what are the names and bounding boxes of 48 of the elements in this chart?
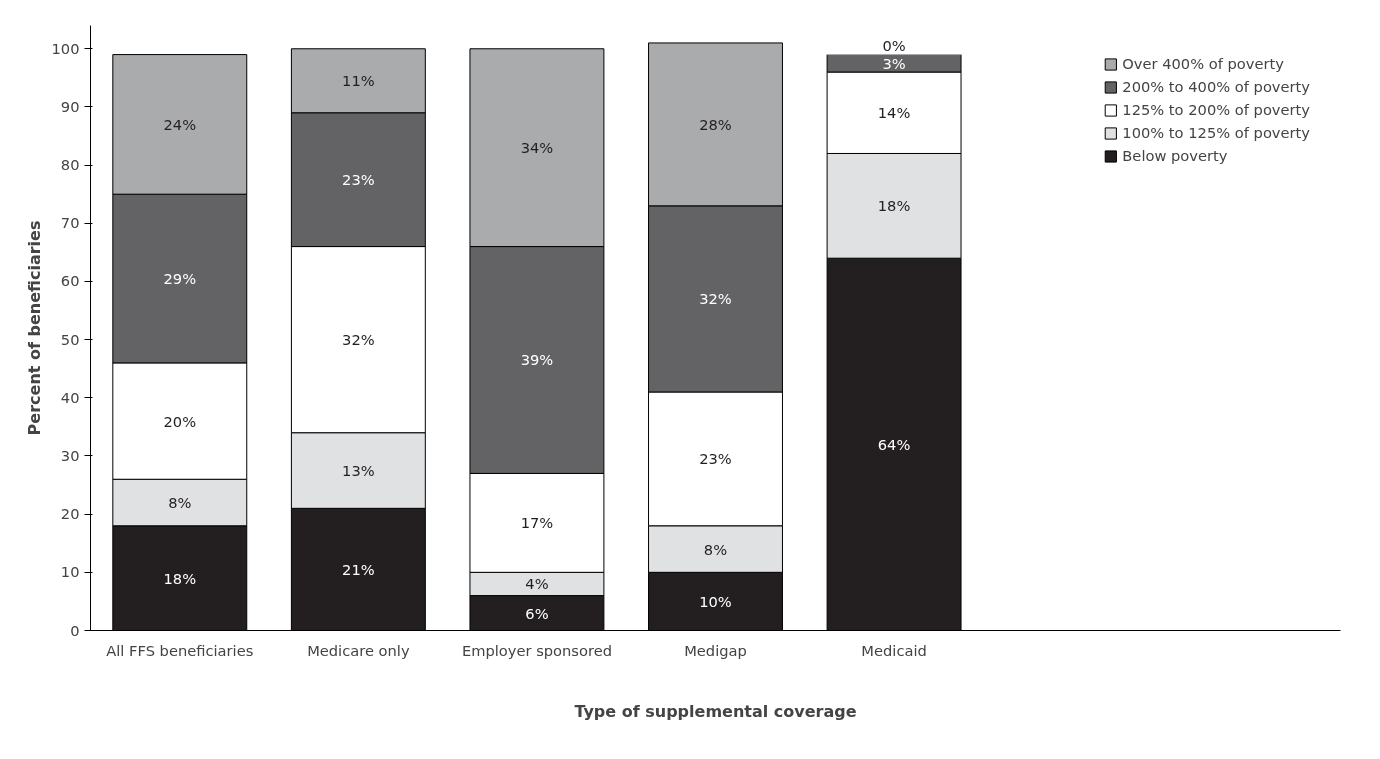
x-tick-label: Medicare only: [307, 641, 410, 659]
y-tick-label: 90: [60, 97, 80, 115]
data-label: 18%: [877, 197, 911, 215]
data-label: 34%: [520, 139, 554, 157]
data-label: 11%: [342, 72, 375, 90]
y-axis-title: Percent of beneficiaries: [24, 220, 44, 436]
data-label: 4%: [525, 575, 549, 593]
y-tick-label: 20: [60, 505, 80, 523]
data-label: 28%: [699, 115, 732, 133]
data-label: 3%: [882, 54, 906, 72]
data-label: 24%: [163, 115, 197, 133]
data-label: 0%: [882, 36, 906, 54]
y-tick-label: 80: [60, 156, 80, 174]
data-label: 39%: [520, 351, 554, 369]
data-label: 8%: [703, 540, 728, 558]
y-tick-label: 100: [51, 39, 80, 57]
y-tick-label: 60: [60, 272, 80, 290]
legend-label: Over 400% of poverty: [1122, 55, 1284, 72]
x-axis-title: Type of supplemental coverage: [574, 701, 857, 721]
data-label: 8%: [168, 494, 192, 512]
data-label: 14%: [877, 104, 911, 122]
data-label: 13%: [342, 462, 375, 480]
data-label: 20%: [163, 412, 197, 430]
y-tick-label: 40: [60, 388, 80, 406]
data-label: 18%: [163, 569, 197, 587]
x-tick-label: Medigap: [684, 641, 747, 659]
data-label: 32%: [699, 290, 732, 308]
data-label: 23%: [342, 171, 375, 189]
y-tick-label: 50: [60, 330, 80, 348]
y-tick-label: 0: [70, 621, 80, 639]
data-label: 6%: [525, 604, 549, 622]
legend-label: 200% to 400% of poverty: [1122, 78, 1310, 95]
x-tick-label: Employer sponsored: [461, 641, 612, 659]
data-label: 32%: [342, 331, 375, 349]
data-label: 10%: [699, 592, 732, 610]
data-label: 29%: [163, 270, 197, 288]
y-tick-label: 30: [60, 446, 80, 464]
y-tick-label: 70: [60, 214, 80, 232]
data-label: 23%: [699, 450, 732, 468]
legend-label: Below poverty: [1122, 147, 1228, 164]
data-label: 21%: [342, 560, 375, 578]
x-tick-label: All FFS beneficiaries: [106, 641, 254, 659]
data-label: 64%: [877, 435, 911, 453]
data-label: 17%: [520, 514, 554, 532]
x-tick-label: Medicaid: [861, 641, 927, 659]
y-tick-label: 10: [60, 563, 80, 581]
legend-label: 100% to 125% of poverty: [1122, 124, 1310, 141]
legend-label: 125% to 200% of poverty: [1122, 101, 1310, 118]
